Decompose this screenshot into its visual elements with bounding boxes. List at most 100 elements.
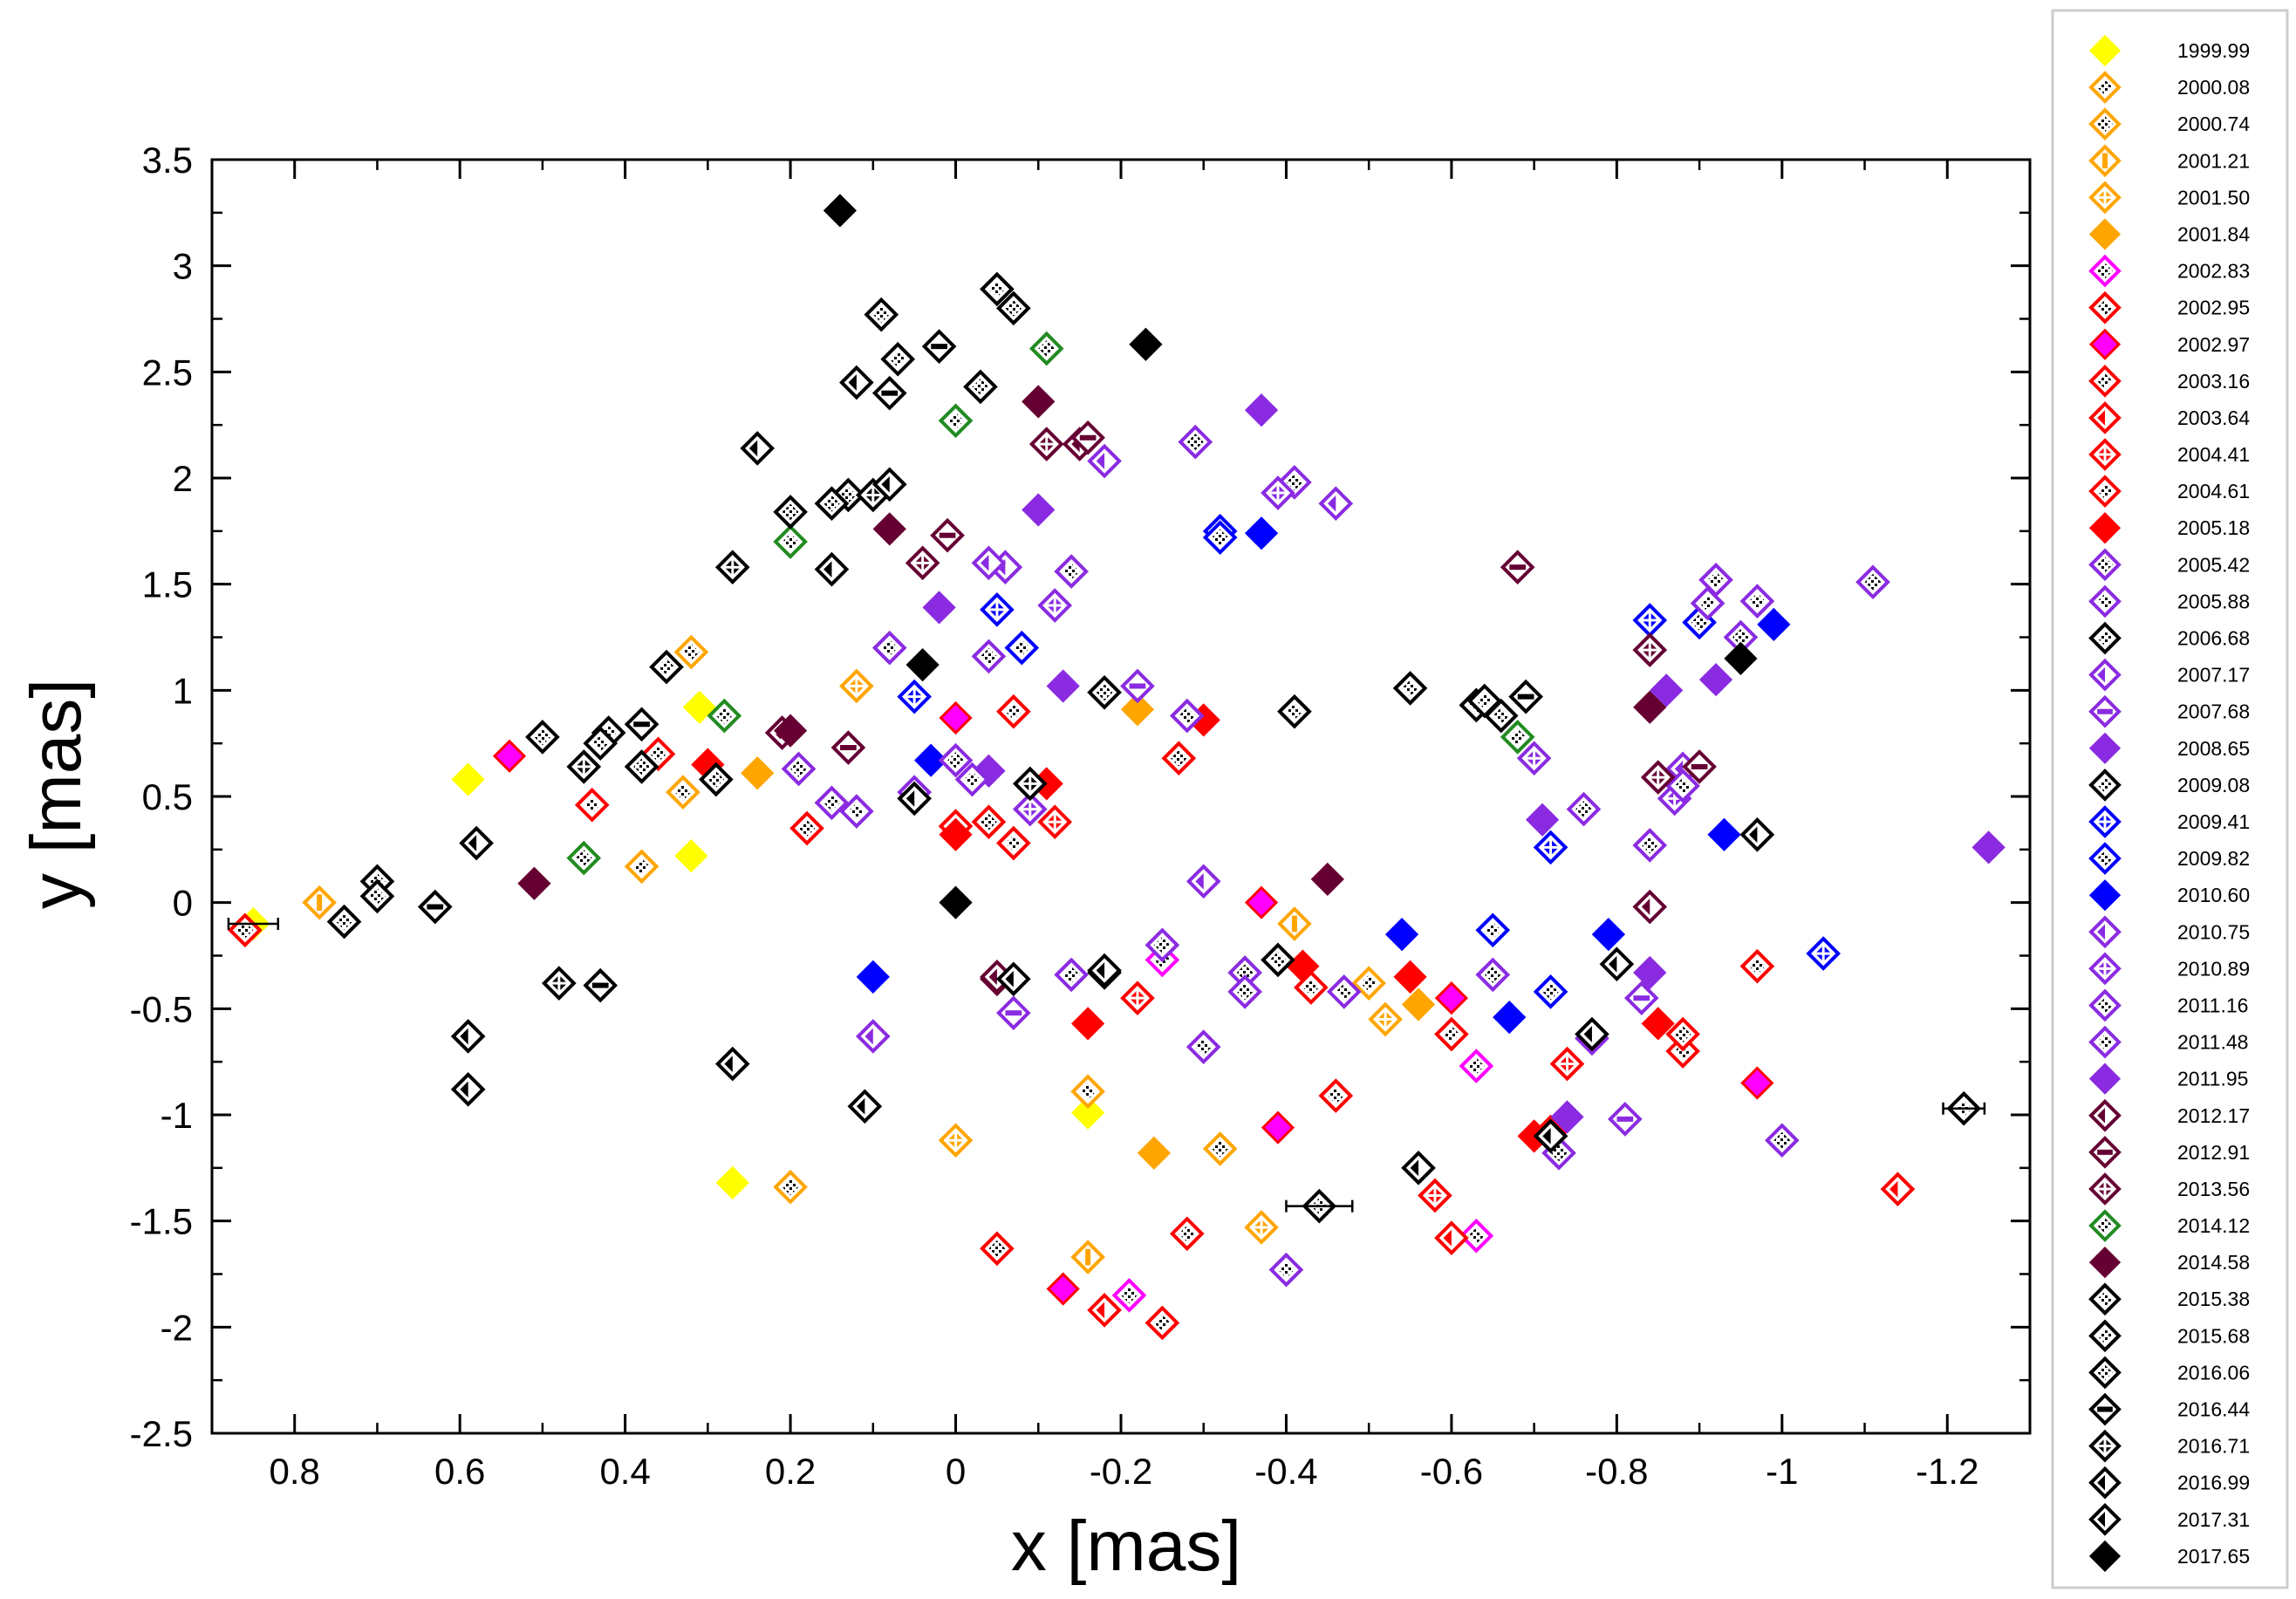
legend-label: 2015.38 <box>2177 1288 2250 1310</box>
legend-item: 2007.68 <box>2088 694 2250 728</box>
data-point <box>814 785 850 821</box>
data-point <box>814 486 850 522</box>
legend-marker <box>2088 1136 2122 1169</box>
y-tick-label: -2.5 <box>130 1413 193 1454</box>
data-point <box>674 839 708 873</box>
legend-label: 1999.99 <box>2177 39 2250 62</box>
data-point <box>1137 1136 1172 1170</box>
series-2001-21 <box>302 885 1312 1274</box>
data-point <box>1310 862 1344 897</box>
series-2008-65 <box>972 393 2006 990</box>
data-point <box>1054 554 1089 589</box>
data-point <box>740 431 776 466</box>
legend-label: 2004.41 <box>2177 443 2250 466</box>
legend-item: 2001.84 <box>2088 218 2250 250</box>
data-point <box>1318 1078 1354 1113</box>
data-point <box>980 1231 1015 1267</box>
series-2012-91 <box>830 420 1717 784</box>
data-point <box>1575 1016 1609 1052</box>
legend-label: 2016.06 <box>2177 1361 2250 1384</box>
series-2014-58 <box>517 385 1667 900</box>
legend-marker <box>2088 1319 2122 1353</box>
data-point <box>1698 562 1733 598</box>
data-point <box>1971 830 2006 864</box>
data-point <box>897 679 933 714</box>
data-point <box>1757 607 1791 642</box>
data-point <box>1244 885 1279 919</box>
legend-item: 2006.68 <box>2088 621 2250 655</box>
legend-item: 2016.99 <box>2088 1466 2250 1500</box>
legend-marker <box>2088 952 2122 986</box>
legend-label: 2016.71 <box>2177 1435 2250 1458</box>
x-tick-label: 0 <box>946 1451 966 1492</box>
series-2004-41 <box>1037 804 1585 1213</box>
legend-box <box>2051 9 2289 1589</box>
legend-item: 2004.41 <box>2088 438 2250 471</box>
data-point <box>855 1019 891 1054</box>
data-point <box>1087 1293 1122 1328</box>
series-2017-31 <box>450 365 1775 1186</box>
data-point <box>1525 803 1560 837</box>
legend-marker <box>2088 1209 2122 1242</box>
data-point <box>1764 1123 1800 1158</box>
legend-label: 2017.31 <box>2177 1508 2250 1531</box>
axes: 0.8 0.6 0.4 0.2 0 -0.2 -0.4 -0.6 -0.8 -1 -1.2 3.5 3 2… <box>130 140 2032 1492</box>
data-point <box>864 297 899 332</box>
legend-marker <box>2088 879 2122 912</box>
data-point <box>871 467 907 502</box>
data-point <box>996 961 1031 997</box>
data-point <box>996 290 1031 326</box>
legend-label: 2012.17 <box>2177 1104 2250 1127</box>
data-point <box>1244 393 1279 427</box>
series-2000-08 <box>624 849 1105 1205</box>
series-2009-41 <box>897 514 1842 971</box>
legend-marker <box>2088 548 2122 582</box>
data-point <box>1500 720 1535 755</box>
data-point <box>1641 1007 1675 1041</box>
legend-item: 1999.99 <box>2088 34 2250 67</box>
data-point <box>1202 1131 1238 1166</box>
data-point <box>996 694 1031 729</box>
data-point <box>1459 1049 1494 1083</box>
legend-marker <box>2088 34 2122 67</box>
legend-item: 2002.83 <box>2088 254 2250 288</box>
data-point <box>905 545 940 581</box>
data-point <box>1186 864 1221 899</box>
data-point <box>938 742 974 778</box>
legend-item: 2009.08 <box>2088 769 2250 802</box>
legend-label: 2011.16 <box>2177 994 2248 1016</box>
legend-marker <box>2088 1466 2122 1500</box>
legend-marker <box>2088 1429 2122 1463</box>
legend-item: 2016.44 <box>2088 1392 2250 1426</box>
series-2001-84 <box>741 693 1436 1170</box>
x-tick-label: -0.2 <box>1090 1451 1152 1492</box>
legend-item: 2016.71 <box>2088 1429 2250 1463</box>
data-point <box>1466 683 1502 719</box>
data-point <box>1261 475 1295 510</box>
legend-item: 2008.65 <box>2088 732 2250 764</box>
data-point <box>450 1019 486 1054</box>
data-point <box>1169 1216 1205 1252</box>
series-2003-16 <box>228 736 1700 1341</box>
data-point <box>1459 1218 1494 1254</box>
data-point <box>839 365 874 400</box>
legend-marker <box>2088 584 2122 618</box>
legend-marker <box>2088 365 2122 398</box>
data-point <box>1087 443 1122 479</box>
legend-marker <box>2088 1098 2122 1132</box>
data-point <box>566 840 602 876</box>
legend-marker <box>2088 107 2122 141</box>
data-point <box>1012 766 1048 802</box>
legend-label: 2009.41 <box>2177 810 2250 833</box>
legend-marker <box>2088 254 2122 288</box>
data-point <box>1500 550 1535 585</box>
data-point <box>451 762 485 796</box>
data-point <box>1690 585 1725 621</box>
data-point <box>1169 698 1205 734</box>
data-point <box>1227 974 1262 1009</box>
legend-item: 2000.08 <box>2088 71 2250 104</box>
data-point <box>1070 1074 1105 1110</box>
data-point <box>922 591 956 625</box>
legend-marker <box>2088 512 2122 544</box>
legend-item: 2012.91 <box>2088 1136 2250 1169</box>
